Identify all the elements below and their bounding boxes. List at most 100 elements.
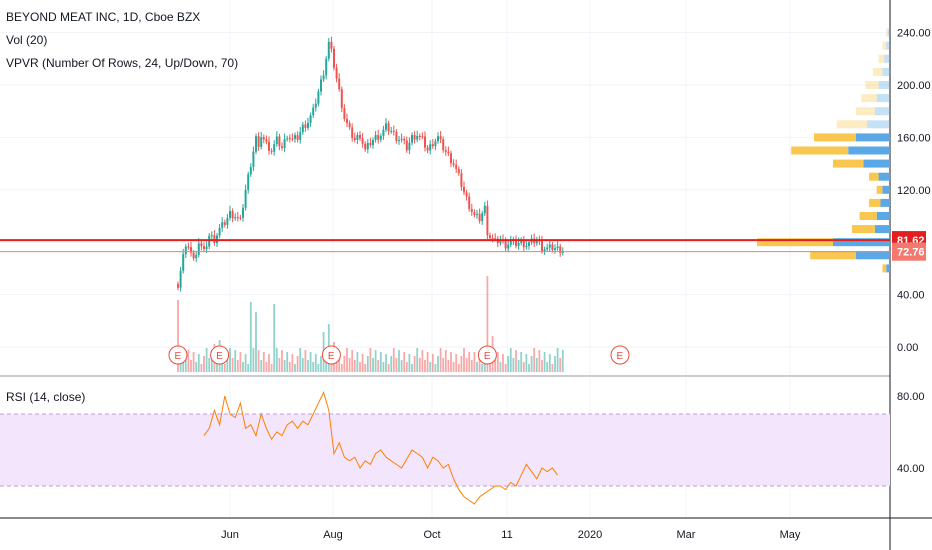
candle-133 [522,239,525,248]
volume-bar-125 [502,354,504,372]
volume-bar-136 [530,356,533,372]
volume-bar-31 [257,350,260,372]
candle-66 [348,123,351,128]
volume-bar-28 [249,302,252,372]
vp-up-14 [876,212,890,220]
candle-88 [405,140,408,151]
volume-bar-138 [535,358,538,372]
candle-73 [366,143,369,150]
candle-107 [455,164,458,169]
candle-134 [525,245,528,248]
volume-bar-128 [509,348,512,372]
candle-128 [509,241,512,245]
earnings-marker-2 [321,345,341,365]
candle-44 [291,138,294,140]
legend-volume[interactable]: Vol (20) [6,33,48,47]
vp-down-4 [865,81,879,89]
volume-bar-23 [236,360,239,372]
vp-up-2 [884,54,890,63]
volume-bar-73 [366,356,369,372]
volume-bar-37 [273,304,276,372]
volume-bar-97 [429,362,432,372]
volume-bar-34 [265,362,268,372]
candle-119 [486,205,489,236]
volume-bar-76 [374,350,377,372]
candle-39 [278,136,281,147]
volume-bar-79 [382,362,385,372]
vp-down-2 [878,54,885,63]
candle-43 [288,138,291,140]
vp-down-9 [791,146,849,155]
legend-vpvr[interactable]: VPVR (Number Of Rows, 24, Up/Down, 70) [6,56,239,70]
candle-91 [413,135,416,140]
volume-bar-145 [554,356,556,372]
candle-22 [234,217,237,219]
vp-down-14 [859,212,877,220]
candle-130 [515,239,517,246]
candle-57 [325,58,328,76]
volume-bar-127 [507,356,510,372]
candle-64 [343,108,346,119]
candle-35 [268,141,270,151]
candle-9 [200,243,203,247]
candle-63 [340,89,343,109]
vp-down-18 [882,264,887,273]
volume-bar-96 [426,352,429,372]
x-tick-6: May [780,529,801,541]
volume-bar-9 [200,364,203,372]
volume-bar-55 [320,356,322,372]
legend-symbol[interactable]: BEYOND MEAT INC, 1D, Cboe BZX [6,10,201,24]
volume-bar-137 [533,348,536,372]
legend-rsi[interactable]: RSI (14, close) [6,390,86,404]
volume-bar-111 [465,358,468,372]
vp-up-6 [874,107,890,116]
candle-20 [229,211,231,218]
volume-bar-98 [431,354,434,372]
candle-72 [364,143,367,150]
candle-145 [554,248,556,250]
volume-bar-38 [275,348,278,372]
candle-49 [304,124,307,128]
candle-144 [551,244,554,250]
candle-28 [249,167,252,175]
candle-11 [205,246,208,250]
volume-bar-52 [312,362,315,372]
x-tick-5: Mar [677,529,696,541]
volume-bar-41 [283,360,286,372]
volume-bar-20 [229,348,231,372]
volume-bar-84 [395,358,398,372]
candle-6 [192,252,195,259]
candle-40 [281,146,283,148]
candle-76 [374,135,377,141]
candle-37 [273,144,276,152]
candle-16 [218,227,221,236]
candle-85 [398,139,400,141]
earnings-marker-3 [477,345,497,365]
volume-bar-35 [268,354,270,372]
volume-bar-146 [556,348,559,372]
vp-up-11 [878,172,890,181]
candle-7 [195,254,198,259]
candle-27 [247,174,250,190]
volume-bar-139 [538,350,541,372]
volume-bar-50 [307,360,309,372]
volume-bar-77 [377,360,380,372]
volume-bar-132 [520,352,523,372]
volume-bar-11 [205,348,208,372]
candle-3 [184,246,187,255]
vp-up-16 [833,238,890,247]
candle-98 [431,144,434,147]
volume-bar-19 [226,356,229,372]
volume-bar-70 [359,362,361,372]
volume-bar-141 [543,352,546,372]
volume-bar-61 [335,362,338,372]
volume-bar-103 [444,350,447,372]
vp-up-3 [882,67,890,76]
volume-bar-75 [372,358,374,372]
volume-bar-134 [525,354,528,372]
candle-23 [236,217,239,219]
volume-bar-109 [460,356,463,372]
y-tick-5: 40.00 [897,290,925,302]
candle-59 [330,41,333,49]
